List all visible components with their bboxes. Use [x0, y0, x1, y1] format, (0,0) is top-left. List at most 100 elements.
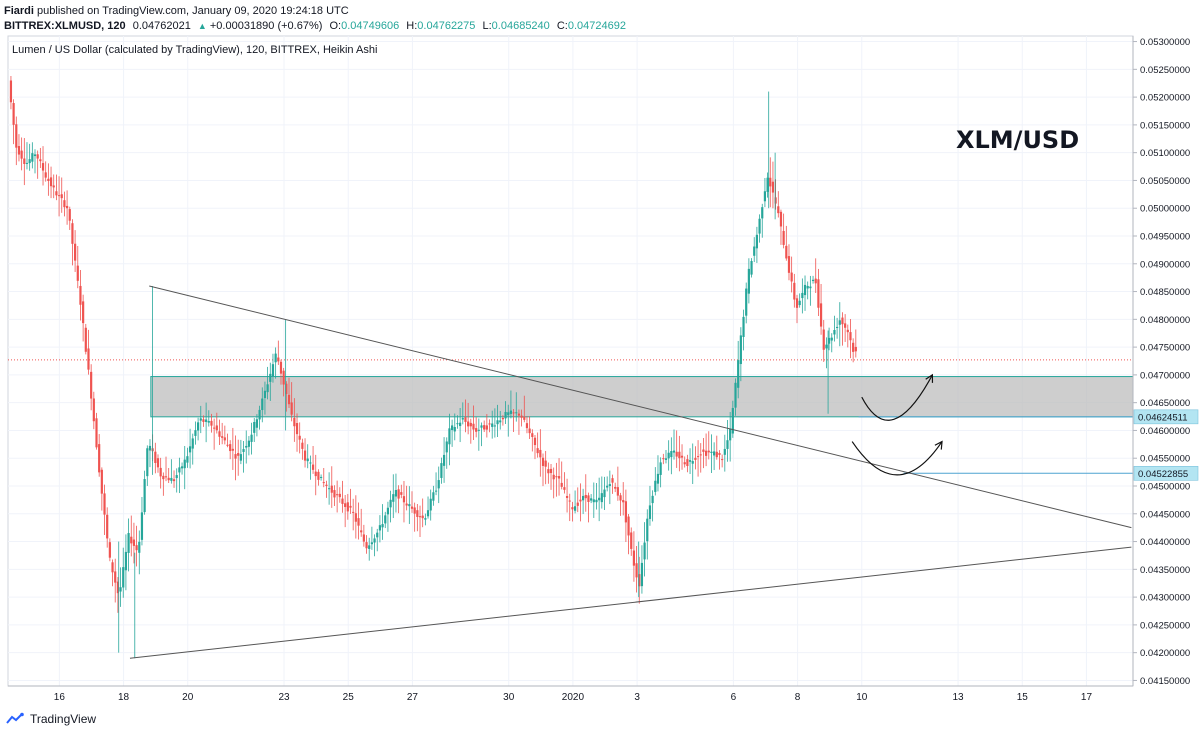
candle-body — [766, 177, 769, 192]
candle-body — [306, 458, 309, 462]
candle-body — [311, 464, 315, 470]
candle-body — [237, 453, 240, 456]
candle-body — [148, 445, 152, 451]
candle-body — [488, 423, 491, 425]
ohlc-line: BITTREX:XLMUSD, 120 0.04762021 ▲ +0.0003… — [4, 19, 626, 34]
candle-body — [432, 492, 435, 501]
candle-body — [84, 327, 87, 352]
candle-body — [699, 454, 702, 456]
candle-body — [819, 303, 823, 327]
candle-body — [544, 460, 547, 467]
candle-body — [44, 172, 47, 178]
candle-body — [702, 449, 705, 452]
candle-body — [392, 494, 395, 502]
candle-body — [547, 469, 550, 474]
close-value: 0.04724692 — [567, 20, 626, 32]
candle-body — [555, 476, 558, 478]
candle-body — [691, 461, 694, 464]
price-tick-label: 0.04350000 — [1140, 565, 1190, 576]
candle-body — [763, 191, 767, 202]
price-tick-label: 0.04300000 — [1140, 593, 1190, 604]
candle-body — [611, 478, 614, 483]
candle-body — [798, 300, 801, 306]
arrow-head-icon — [934, 440, 943, 450]
price-tick-label: 0.04800000 — [1140, 315, 1190, 326]
candle-body — [410, 506, 414, 509]
time-tick-label: 10 — [856, 692, 868, 703]
resistance-zone[interactable] — [150, 376, 1134, 418]
price-tick-label: 0.05100000 — [1140, 148, 1190, 159]
footer-brand[interactable]: TradingView — [6, 712, 96, 726]
candle-body — [60, 194, 63, 199]
candle-body — [475, 428, 478, 432]
candle-body — [210, 420, 213, 426]
candle-body — [429, 498, 432, 511]
time-tick-label: 16 — [54, 692, 66, 703]
candle-body — [349, 505, 352, 508]
candle-body — [386, 507, 390, 515]
candle-body — [525, 423, 529, 429]
candle-body — [825, 344, 828, 349]
candle-body — [344, 503, 347, 507]
candle-body — [357, 518, 360, 526]
candle-body — [82, 301, 85, 324]
candle-body — [817, 279, 820, 308]
candle-body — [814, 278, 817, 284]
price-tick-label: 0.04850000 — [1140, 287, 1190, 298]
projection-arrows[interactable] — [851, 373, 943, 476]
price-badge-label: 0.04624511 — [1138, 412, 1188, 423]
candle-body — [694, 457, 697, 460]
candle-body — [598, 497, 601, 501]
low-value: 0.04685240 — [491, 20, 550, 32]
candle-body — [442, 454, 446, 466]
candle-body — [715, 451, 718, 458]
candle-body — [295, 423, 299, 435]
time-axis[interactable]: 16 18 20 23 25 27 30 2020 3 6 8 10 13 15 17 — [8, 685, 1133, 703]
candle-body — [696, 456, 700, 458]
price-tick-label: 0.04250000 — [1140, 620, 1190, 631]
candle-body — [672, 450, 676, 453]
candle-body — [124, 551, 128, 571]
candle-body — [654, 480, 657, 492]
candle-body — [92, 398, 95, 422]
candle-body — [135, 545, 138, 551]
price-tick-label: 0.04150000 — [1140, 676, 1190, 687]
low-label: L: — [482, 20, 492, 32]
candle-body — [472, 423, 475, 430]
candle-body — [17, 146, 21, 155]
candle-body — [95, 418, 98, 448]
time-tick-label: 13 — [953, 692, 965, 703]
candle-body — [52, 185, 55, 188]
candle-body — [680, 455, 684, 458]
price-tick-label: 0.04400000 — [1140, 537, 1190, 548]
candle-body — [426, 510, 430, 517]
candle-body — [159, 467, 162, 477]
candle-body — [632, 550, 636, 566]
candle-body — [496, 420, 499, 425]
candle-body — [143, 479, 146, 513]
symbol-annotation: XLM/USD — [956, 126, 1079, 154]
price-axis[interactable]: 0.05300000 0.05250000 0.05200000 0.05150000… — [1132, 36, 1190, 687]
candle-body — [573, 506, 577, 511]
candle-body — [854, 346, 857, 352]
candle-body — [261, 398, 264, 411]
candle-body — [156, 458, 160, 468]
candle-body — [753, 246, 756, 256]
trendlines[interactable] — [129, 285, 1132, 659]
author-name[interactable]: Fiardi — [4, 5, 34, 17]
arrow-head-icon — [925, 373, 934, 383]
time-tick-label: 17 — [1081, 692, 1093, 703]
candle-body — [226, 444, 229, 446]
candle-body — [103, 493, 106, 515]
candle-body — [656, 473, 660, 484]
candle-body — [322, 482, 325, 484]
candle-body — [643, 542, 646, 560]
price-tick-label: 0.04650000 — [1140, 398, 1190, 409]
candle-body — [74, 243, 77, 261]
candle-body — [758, 218, 761, 234]
candle-body — [172, 479, 176, 482]
price-tick-label: 0.04950000 — [1140, 232, 1190, 243]
candle-body — [253, 422, 256, 433]
candle-body — [271, 364, 275, 377]
